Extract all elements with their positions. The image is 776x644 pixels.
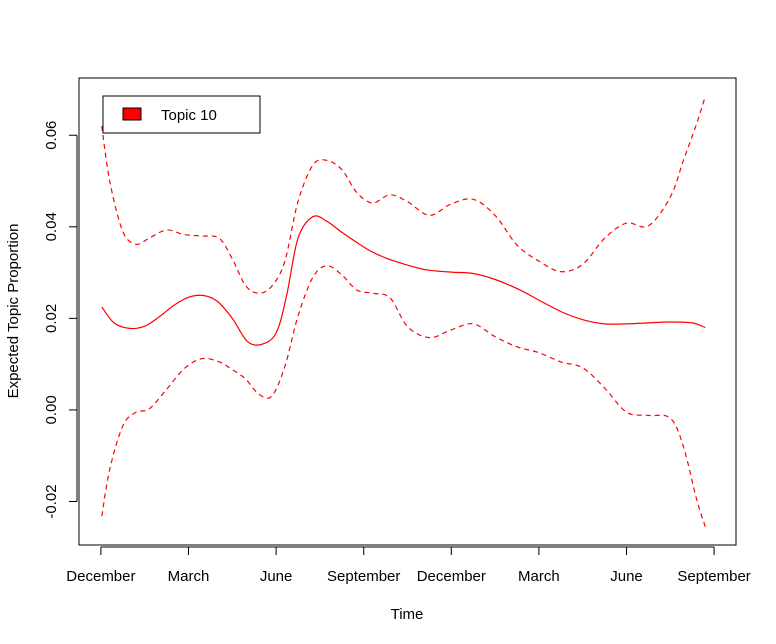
y-tick-label: 0.06 <box>43 121 60 150</box>
y-tick-label: 0.00 <box>43 395 60 424</box>
legend-label-topic-10: Topic 10 <box>161 107 217 124</box>
x-axis-title: Time <box>391 606 424 623</box>
x-tick-label: March <box>518 568 560 585</box>
plot-frame <box>78 77 737 546</box>
y-tick-label: 0.02 <box>43 304 60 333</box>
series-mean-line <box>101 215 706 346</box>
x-tick-label: September <box>327 568 400 585</box>
y-axis-title: Expected Topic Proportion <box>5 224 22 399</box>
y-axis: -0.02 0.00 0.02 0.04 0.06 <box>43 121 78 519</box>
x-tick-label: September <box>677 568 750 585</box>
x-tick-label: June <box>610 568 643 585</box>
y-tick-label: 0.04 <box>43 212 60 241</box>
x-axis: December March June September December March J… <box>66 546 751 585</box>
series-layer <box>101 96 706 527</box>
series-lower-ci-line <box>101 265 706 527</box>
legend: Topic 10 <box>102 95 261 134</box>
series-upper-ci-line <box>101 96 706 294</box>
x-tick-label: December <box>417 568 486 585</box>
x-tick-label: March <box>168 568 210 585</box>
x-tick-label: December <box>66 568 135 585</box>
x-tick-label: June <box>260 568 293 585</box>
legend-swatch <box>122 107 142 121</box>
y-tick-label: -0.02 <box>43 484 60 518</box>
